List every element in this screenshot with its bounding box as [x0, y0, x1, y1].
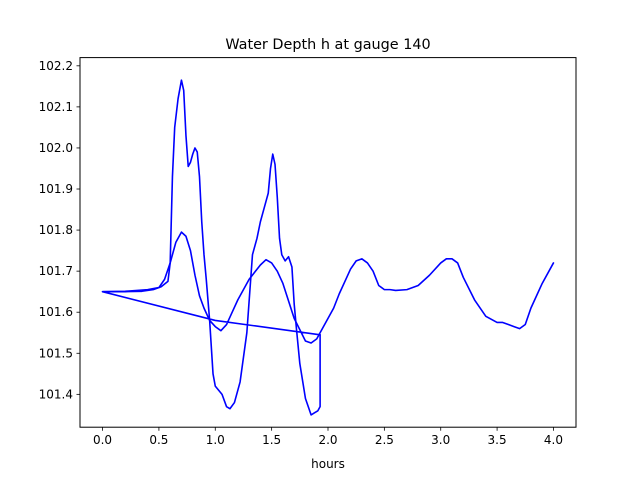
series-line-2 — [101, 231, 555, 344]
x-axis-title: hours — [311, 457, 345, 471]
x-tick-label: 4.0 — [544, 433, 563, 447]
y-tick-label: 101.9 — [39, 182, 73, 196]
x-tick-label: 2.5 — [375, 433, 394, 447]
y-tick-label: 102.0 — [39, 141, 73, 155]
series-layer — [101, 79, 555, 416]
y-tick-label: 102.1 — [39, 100, 73, 114]
x-tick-label: 1.5 — [262, 433, 281, 447]
x-tick-label: 3.5 — [488, 433, 507, 447]
y-tick-label: 101.4 — [39, 387, 73, 401]
x-tick-label: 0.0 — [93, 433, 112, 447]
y-tick-label: 101.5 — [39, 346, 73, 360]
x-tick-label: 2.0 — [318, 433, 337, 447]
chart-title: Water Depth h at gauge 140 — [225, 37, 430, 53]
y-tick-label: 101.8 — [39, 223, 73, 237]
y-tick-label: 102.2 — [39, 59, 73, 73]
series-line-1 — [101, 79, 321, 416]
x-axis: 0.0 0.5 1.0 1.5 2.0 2.5 3.0 3.5 4.0 — [93, 427, 563, 447]
x-tick-label: 1.0 — [206, 433, 225, 447]
y-axis: 101.4 101.5 101.6 101.7 101.8 101.9 102.0 102.1… — [39, 59, 80, 401]
y-tick-label: 101.7 — [39, 264, 73, 278]
y-tick-label: 101.6 — [39, 305, 73, 319]
x-tick-label: 3.0 — [431, 433, 450, 447]
x-tick-label: 0.5 — [149, 433, 168, 447]
